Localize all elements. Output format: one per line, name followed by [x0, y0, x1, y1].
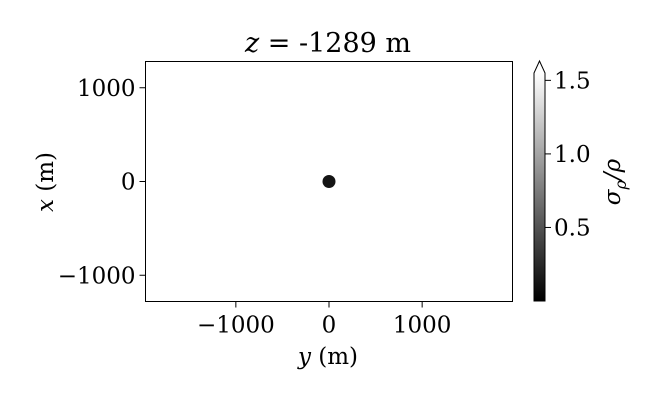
x-axis-ticks: −1000 0 1000: [197, 301, 452, 339]
colorbar-ticks: 0.5 1.0 1.5: [545, 68, 591, 241]
x-axis-label: y (m): [297, 344, 358, 370]
x-tick-label: 1000: [393, 313, 452, 339]
data-point-0: [322, 175, 336, 188]
x-tick-label: 0: [322, 313, 337, 339]
colorbar-tick-label: 0.5: [554, 215, 591, 241]
colorbar-label-subscript: ρ: [611, 179, 630, 190]
y-tick-label: 1000: [77, 76, 136, 102]
y-axis-label-variable: x: [33, 199, 59, 212]
colorbar-tick-label: 1.0: [554, 142, 591, 168]
colorbar-outline: [533, 59, 546, 302]
chart-title-rest: = -1289 m: [259, 28, 411, 59]
colorbar-label: σρ/ρ: [600, 158, 630, 205]
y-tick-label: −1000: [58, 263, 136, 289]
x-axis-label-variable: y: [297, 344, 312, 370]
y-axis-ticks: −1000 0 1000: [58, 76, 146, 289]
y-tick-label: 0: [121, 170, 136, 196]
chart-title: z = -1289 m: [244, 28, 411, 59]
x-axis-label-unit: (m): [311, 344, 358, 370]
colorbar-tick-label: 1.5: [554, 68, 591, 94]
x-tick-label: −1000: [197, 313, 275, 339]
colorbar: [534, 73, 545, 301]
colorbar-extend-max: [534, 61, 545, 73]
y-axis-label: x (m): [33, 152, 59, 212]
chart-title-variable: z: [244, 28, 260, 59]
data-points: [322, 175, 336, 188]
colorbar-label-sigma: σ: [600, 188, 626, 205]
y-axis-label-unit: (m): [33, 152, 59, 199]
colorbar-label-denominator: /ρ: [600, 158, 626, 182]
